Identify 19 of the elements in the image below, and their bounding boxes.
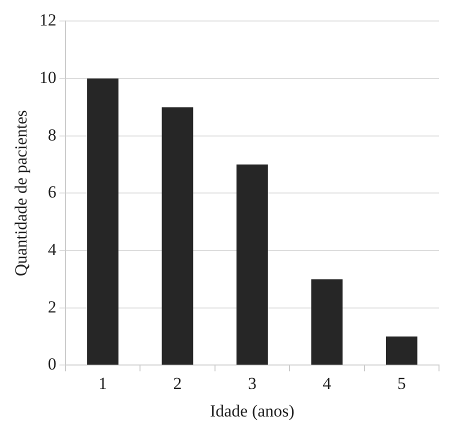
bar [87,78,118,365]
bar [162,107,194,365]
x-tick-label: 5 [397,374,406,393]
y-tick-label: 4 [48,240,57,259]
bar [236,164,268,365]
bar [386,336,418,365]
y-tick-label: 10 [39,68,56,87]
y-tick-label: 2 [48,297,56,316]
x-axis-title: Idade (anos) [210,401,294,420]
x-tick-label: 4 [322,374,332,393]
y-tick-label: 0 [48,354,56,374]
y-tick-label: 8 [48,125,56,144]
y-axis-title: Quantidade de pacientes [12,110,31,276]
x-tick-label: 1 [98,374,108,393]
y-tick-label: 12 [39,10,56,30]
x-tick-label: 3 [248,374,256,393]
bar [311,279,343,365]
x-tick-label: 2 [173,374,182,393]
y-tick-label: 6 [48,182,56,202]
